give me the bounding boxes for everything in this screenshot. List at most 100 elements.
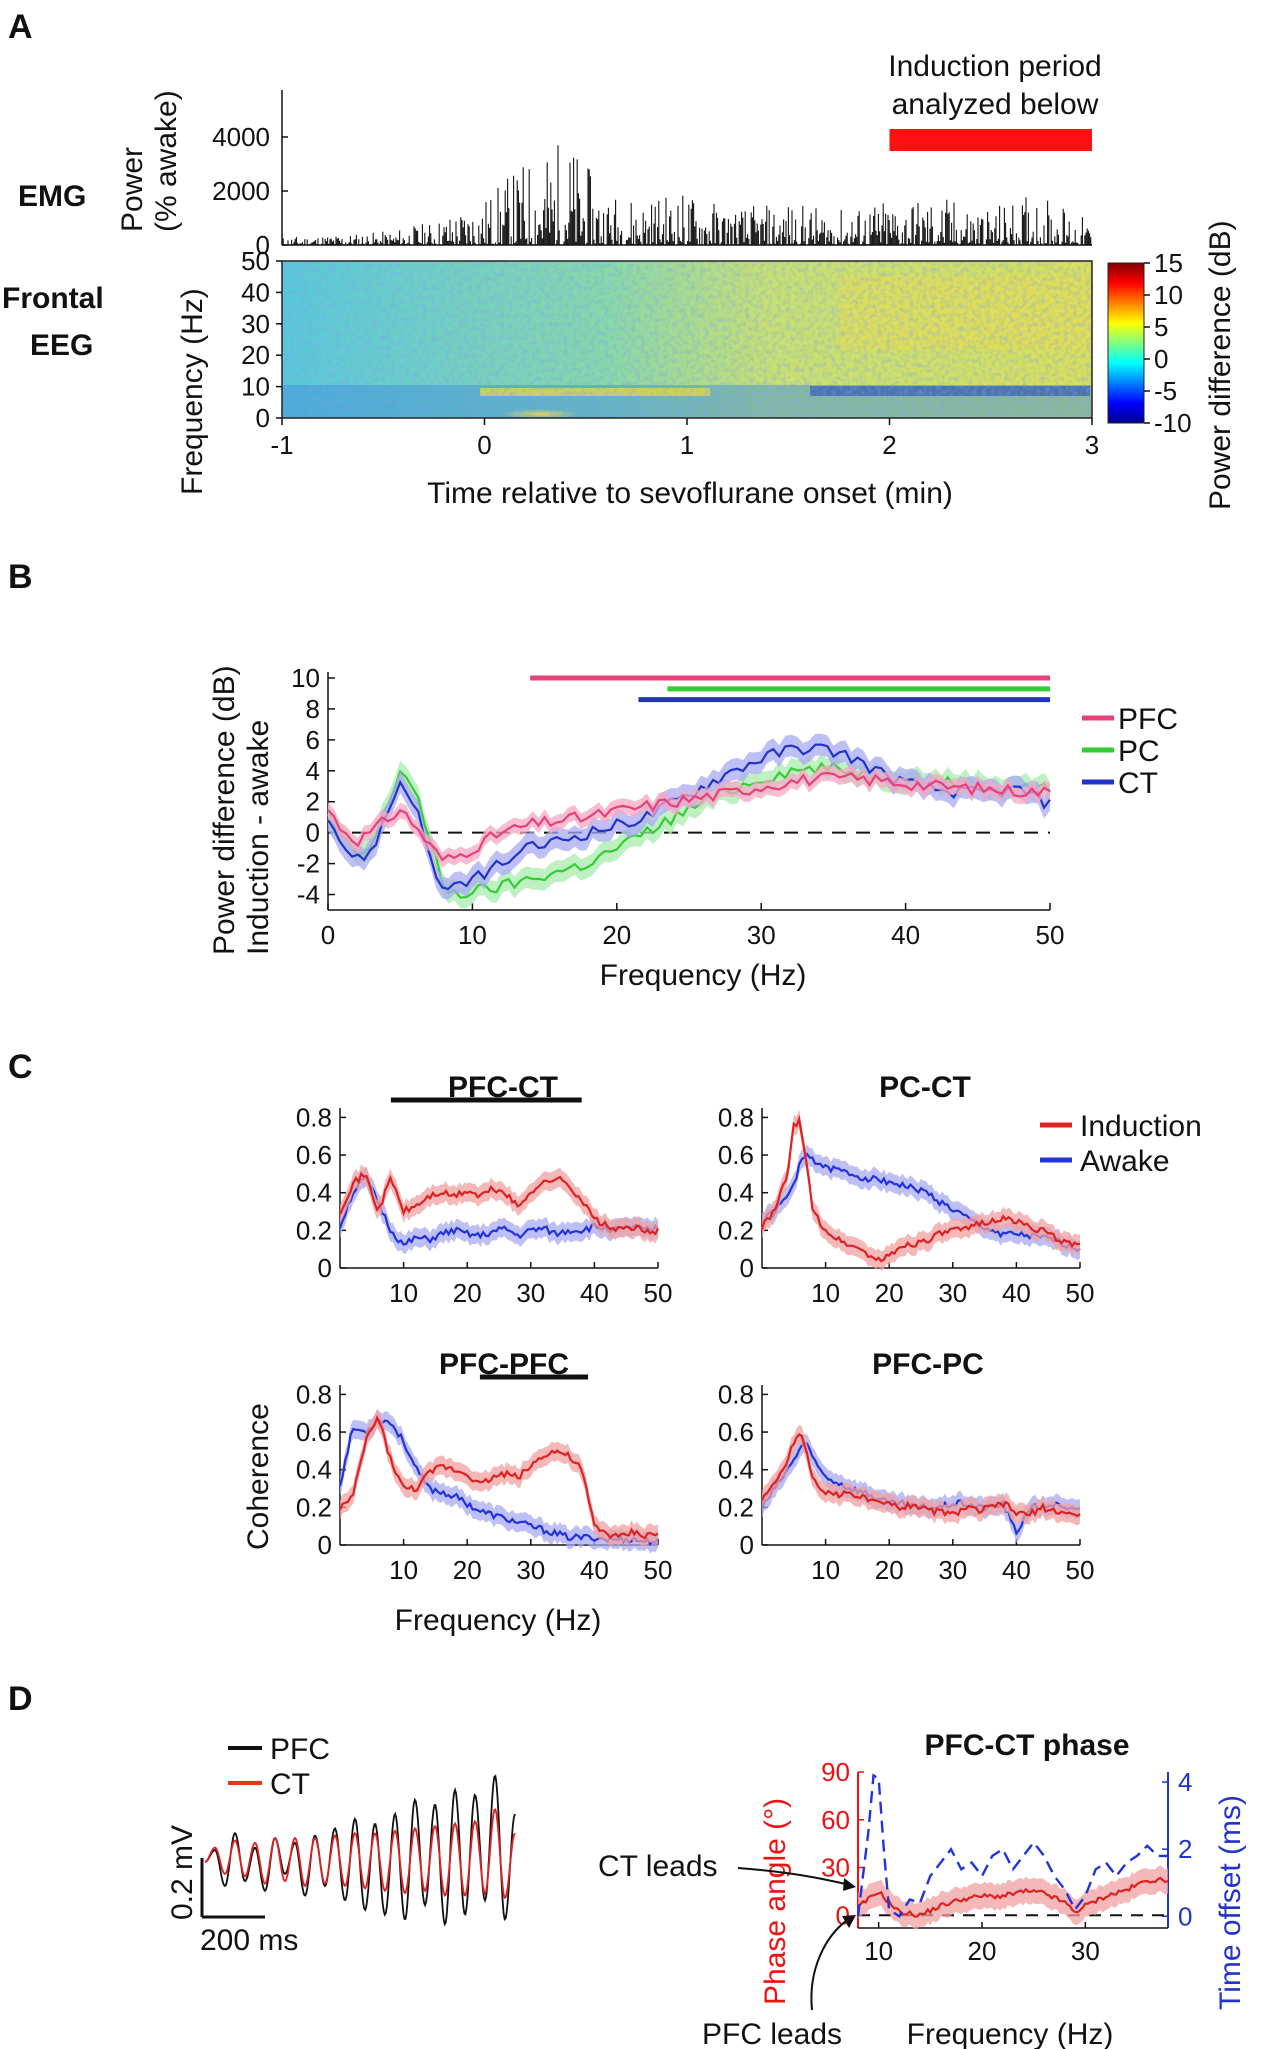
d-ltick-label: 90 xyxy=(821,1757,850,1787)
c-ytick-label: 0.2 xyxy=(718,1492,754,1522)
emg-label: EMG xyxy=(18,180,86,213)
spec-ytick-label: 0 xyxy=(256,403,270,433)
pfc-leads-arrowhead xyxy=(842,1915,856,1928)
c-xtick-label: 10 xyxy=(389,1555,418,1585)
spec-ytick-label: 10 xyxy=(241,372,270,402)
emg-bars xyxy=(281,145,1092,245)
b-ylabel-1: Power difference (dB) xyxy=(208,665,241,955)
c-xtick-label: 10 xyxy=(389,1278,418,1308)
cbar-tick-label: 0 xyxy=(1154,344,1168,374)
spec-xlabel: Time relative to sevoflurane onset (min) xyxy=(427,477,953,510)
c-ytick-label: 0.8 xyxy=(718,1379,754,1409)
scale-voltage-label: 0.2 mV xyxy=(166,1825,199,1920)
spec-ytick-label: 20 xyxy=(241,340,270,370)
c-xtick-label: 30 xyxy=(516,1278,545,1308)
c-induction-1-band xyxy=(762,1109,1080,1271)
c-xtick-label: 20 xyxy=(453,1278,482,1308)
spectrogram xyxy=(282,261,1092,418)
c-awake-1-band xyxy=(762,1144,1080,1261)
legend-pfc-trace-label: PFC xyxy=(270,1733,330,1766)
c-ylabel: Coherence xyxy=(242,1403,275,1550)
b-ytick-label: 10 xyxy=(291,663,320,693)
spec-xtick-label: 0 xyxy=(477,430,491,460)
b-xtick-label: 20 xyxy=(602,920,631,950)
b-ytick-label: -4 xyxy=(297,880,320,910)
legend-induction-label: Induction xyxy=(1080,1110,1202,1143)
eeg-label-1: Frontal xyxy=(2,282,104,315)
b-xtick-label: 50 xyxy=(1036,920,1065,950)
b-ytick-label: 8 xyxy=(306,694,320,724)
c-induction-0-band xyxy=(340,1164,658,1244)
spec-xtick-label: -1 xyxy=(270,430,293,460)
b-ytick-label: 4 xyxy=(306,756,320,786)
c-xtick-label: 50 xyxy=(1066,1555,1095,1585)
c-legend: Induction Awake xyxy=(1040,1110,1202,1178)
d-xtick-label: 20 xyxy=(968,1936,997,1966)
panel-d-letter: D xyxy=(8,1680,33,1718)
b-xlabel: Frequency (Hz) xyxy=(600,959,807,992)
c-ytick-label: 0.6 xyxy=(718,1140,754,1170)
b-xtick-label: 30 xyxy=(747,920,776,950)
trace-ct xyxy=(204,1808,516,1900)
d-phase-band xyxy=(858,1865,1168,1930)
emg-ytick-label: 0 xyxy=(256,230,270,260)
b-ytick-label: 6 xyxy=(306,725,320,755)
c-plot-pfc-pfc: 0 0.2 0.4 0.6 0.8 10 20 30 40 50 xyxy=(296,1374,673,1585)
c-xtick-label: 50 xyxy=(644,1278,673,1308)
colorbar-label: Power difference (dB) xyxy=(1204,220,1237,510)
c-awake-1-line xyxy=(761,1152,1081,1253)
b-ylabel-2: Induction - awake xyxy=(242,720,275,955)
legend-ct-trace-label: CT xyxy=(270,1768,310,1801)
d-ltick-label: 30 xyxy=(821,1853,850,1883)
ct-leads-arrowhead xyxy=(843,1878,856,1891)
d-xtick-label: 30 xyxy=(1071,1936,1100,1966)
eeg-label-2: EEG xyxy=(30,329,93,362)
b-xtick-label: 40 xyxy=(891,920,920,950)
legend-pc-label: PC xyxy=(1118,735,1160,768)
emg-axis: 0 2000 4000 xyxy=(212,90,288,260)
c-xtick-label: 10 xyxy=(811,1278,840,1308)
b-series-ct-band xyxy=(328,733,1050,900)
c-plot-pfc-ct: 0 0.2 0.4 0.6 0.8 10 20 30 40 50 xyxy=(296,1097,673,1308)
d-rtick-label: 4 xyxy=(1178,1767,1192,1797)
d-phase-line xyxy=(857,1876,1169,1918)
c-induction-1-line xyxy=(760,1114,1081,1263)
b-series-pfc-line xyxy=(327,771,1051,862)
c-ytick-label: 0 xyxy=(740,1253,754,1283)
c-title-pc-ct: PC-CT xyxy=(879,1071,971,1104)
c-ytick-label: 0.8 xyxy=(296,1379,332,1409)
spec-xtick-label: 1 xyxy=(680,430,694,460)
c-plot-pc-ct: 0 0.2 0.4 0.6 0.8 10 20 30 40 50 xyxy=(718,1102,1095,1308)
c-xlabel: Frequency (Hz) xyxy=(395,1604,602,1637)
c-xtick-label: 50 xyxy=(644,1555,673,1585)
d-ltick-label: 60 xyxy=(821,1805,850,1835)
spec-xtick-label: 2 xyxy=(882,430,896,460)
d-rtick-label: 2 xyxy=(1178,1834,1192,1864)
ct-leads-label: CT leads xyxy=(598,1850,718,1883)
induction-label-1: Induction period xyxy=(888,50,1102,83)
c-ytick-label: 0.2 xyxy=(296,1215,332,1245)
scale-time-label: 200 ms xyxy=(200,1924,298,1957)
ct-leads-arrow xyxy=(737,1867,851,1886)
c-xtick-label: 30 xyxy=(516,1555,545,1585)
b-ytick-label: 2 xyxy=(306,787,320,817)
c-xtick-label: 40 xyxy=(1002,1278,1031,1308)
c-xtick-label: 50 xyxy=(1066,1278,1095,1308)
c-ytick-label: 0.4 xyxy=(718,1455,754,1485)
c-plot-pfc-pc: 0 0.2 0.4 0.6 0.8 10 20 30 40 50 xyxy=(718,1379,1095,1585)
c-xtick-label: 10 xyxy=(811,1555,840,1585)
c-ytick-label: 0.4 xyxy=(296,1455,332,1485)
c-induction-3-band xyxy=(762,1425,1080,1526)
b-series-pfc-band xyxy=(328,765,1050,868)
c-ytick-label: 0 xyxy=(318,1530,332,1560)
c-title-pfc-pc: PFC-PC xyxy=(872,1348,984,1381)
induction-period-bar xyxy=(889,129,1092,151)
c-ytick-label: 0.8 xyxy=(718,1102,754,1132)
emg-trace xyxy=(281,145,1092,246)
b-legend: PFC PC CT xyxy=(1082,703,1178,800)
b-xtick-label: 10 xyxy=(458,920,487,950)
